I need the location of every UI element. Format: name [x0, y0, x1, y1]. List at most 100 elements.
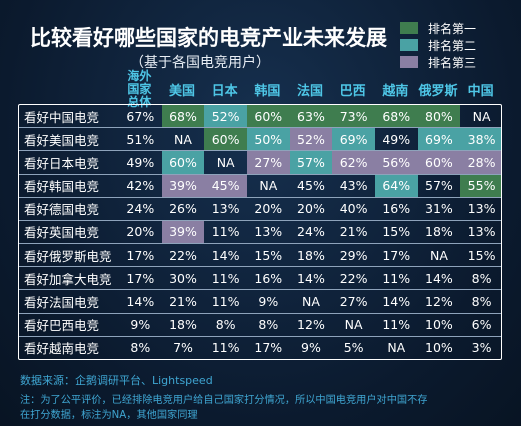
- note-text-line2: 在打分数据，标注为NA，其他国家同理: [20, 410, 198, 421]
- table-cell: 3%: [471, 340, 492, 356]
- table-cell: 17%: [374, 243, 418, 268]
- table-cell: 49%: [119, 150, 162, 175]
- table-cell: 26%: [161, 197, 205, 221]
- table-cell: 14%: [119, 289, 162, 314]
- table-cell: 11%: [204, 266, 247, 291]
- table-cell: 57%: [417, 174, 461, 198]
- table-cell: 24%: [119, 197, 162, 221]
- table-cell: 11%: [204, 289, 247, 314]
- table-cell: NA: [161, 127, 205, 152]
- column-header: 俄罗斯: [418, 83, 458, 99]
- table-cell: 30%: [161, 266, 205, 291]
- table-cell: 12%: [417, 289, 461, 314]
- table-cell: 62%: [332, 150, 375, 175]
- table-cell: 11%: [204, 220, 247, 245]
- table-cell: NA: [417, 243, 461, 268]
- column-header: 美国: [168, 83, 195, 99]
- table-cell: 63%: [289, 105, 333, 129]
- table-row: 看好英国电竞 20% 39% 11% 13% 24% 21% 15% 18% 13%: [19, 220, 501, 245]
- row-label: 看好俄罗斯电竞: [19, 243, 119, 268]
- legend: 排名第一 排名第二 排名第三: [400, 20, 500, 71]
- table-cell: 22%: [161, 243, 205, 268]
- table-cell: 24%: [289, 220, 333, 245]
- row-label: 看好法国电竞: [19, 289, 119, 314]
- table-cell: 15%: [374, 220, 418, 245]
- table-cell: 8%: [130, 340, 151, 356]
- table-cell: 80%: [417, 105, 461, 129]
- table-cell: 14%: [417, 266, 461, 291]
- table-row: 看好加拿大电竞 17% 30% 11% 16% 14% 22% 11% 14% 8%: [19, 266, 501, 291]
- column-header: 日本: [211, 83, 238, 99]
- table-cell: NA: [460, 105, 501, 129]
- table-cell: 20%: [289, 197, 333, 221]
- table-cell: 27%: [246, 150, 290, 175]
- table-cell: 45%: [289, 174, 333, 198]
- table-row: 看好俄罗斯电竞 17% 22% 14% 15% 18% 29% 17% NA 15%: [19, 243, 501, 268]
- table-cell: 38%: [460, 127, 501, 152]
- table-cell: 27%: [332, 289, 375, 314]
- table-cell: 69%: [417, 127, 461, 152]
- table-cell: 45%: [204, 174, 247, 198]
- table-row: 看好日本电竞 49% 60% NA 27% 57% 62% 56% 60% 28%: [19, 150, 501, 175]
- table-cell: 20%: [246, 197, 290, 221]
- legend-swatch-second: [400, 39, 418, 51]
- row-label: 看好中国电竞: [19, 105, 119, 129]
- table-cell: 14%: [289, 266, 333, 291]
- row-label: 看好越南电竞: [24, 341, 100, 357]
- table-cell: 42%: [119, 174, 162, 198]
- chart-subtitle: （基于各国电竞用户）: [130, 55, 270, 71]
- legend-swatch-first: [400, 22, 418, 34]
- table-cell: 67%: [119, 105, 162, 129]
- legend-label-third: 排名第三: [428, 55, 477, 70]
- table-cell: 22%: [332, 266, 375, 291]
- table-cell: 18%: [417, 220, 461, 245]
- column-header: 海外国家总体: [127, 68, 152, 109]
- table-cell: 68%: [374, 105, 418, 129]
- row-label: 看好巴西电竞: [19, 313, 119, 337]
- table-cell: 8%: [204, 313, 247, 337]
- table-cell: 13%: [460, 220, 501, 245]
- chart-title: 比较看好哪些国家的电竞产业未来发展: [30, 26, 387, 50]
- table-cell: NA: [246, 174, 290, 198]
- table-cell: 43%: [332, 174, 375, 198]
- table-cell: 11%: [211, 340, 240, 356]
- table-cell: 49%: [374, 127, 418, 152]
- table-cell: 73%: [332, 105, 375, 129]
- table-cell: 11%: [374, 266, 418, 291]
- table-cell: 17%: [119, 243, 162, 268]
- table-cell: 17%: [254, 340, 283, 356]
- table-row: 看好中国电竞 67% 68% 52% 60% 63% 73% 68% 80% NA: [19, 105, 501, 129]
- table-cell: 28%: [460, 150, 501, 175]
- table-cell: 17%: [119, 266, 162, 291]
- table-cell: 15%: [246, 243, 290, 268]
- table-cell: NA: [332, 313, 375, 337]
- table-cell: 7%: [173, 340, 193, 356]
- table-cell: 68%: [161, 105, 205, 129]
- table-row: 看好美国电竞 51% NA 60% 50% 52% 69% 49% 69% 38%: [19, 127, 501, 152]
- source-text: 数据来源：企鹅调研平台、Lightspeed: [20, 374, 213, 387]
- table-cell: 64%: [374, 174, 418, 198]
- legend-label-first: 排名第一: [428, 21, 477, 36]
- table-cell: 11%: [374, 313, 418, 337]
- table-cell: 13%: [246, 220, 290, 245]
- table-cell: 52%: [204, 105, 247, 129]
- data-table: 看好中国电竞 67% 68% 52% 60% 63% 73% 68% 80% NA 看好美国电竞 51…: [18, 104, 502, 360]
- table-cell: 16%: [246, 266, 290, 291]
- column-headers: 海外国家总体 美国 日本 韩国 法国 巴西 越南 俄罗斯 中国: [18, 68, 502, 109]
- table-cell: 57%: [289, 150, 333, 175]
- table-cell: 60%: [161, 150, 205, 175]
- table-cell: 40%: [332, 197, 375, 221]
- table-cell: 31%: [417, 197, 461, 221]
- table-cell: 56%: [374, 150, 418, 175]
- table-cell: 39%: [161, 220, 205, 245]
- table-cell: 10%: [425, 340, 453, 356]
- table-cell: 18%: [289, 243, 333, 268]
- table-row: 看好越南电竞 8% 7% 11% 17% 9% 5% NA 10% 3%: [19, 336, 501, 359]
- table-cell: 50%: [246, 127, 290, 152]
- table-cell: 51%: [119, 127, 162, 152]
- table-cell: 18%: [161, 313, 205, 337]
- table-cell: 14%: [204, 243, 247, 268]
- table-cell: NA: [289, 289, 333, 314]
- table-cell: 60%: [417, 150, 461, 175]
- table-cell: 60%: [204, 127, 247, 152]
